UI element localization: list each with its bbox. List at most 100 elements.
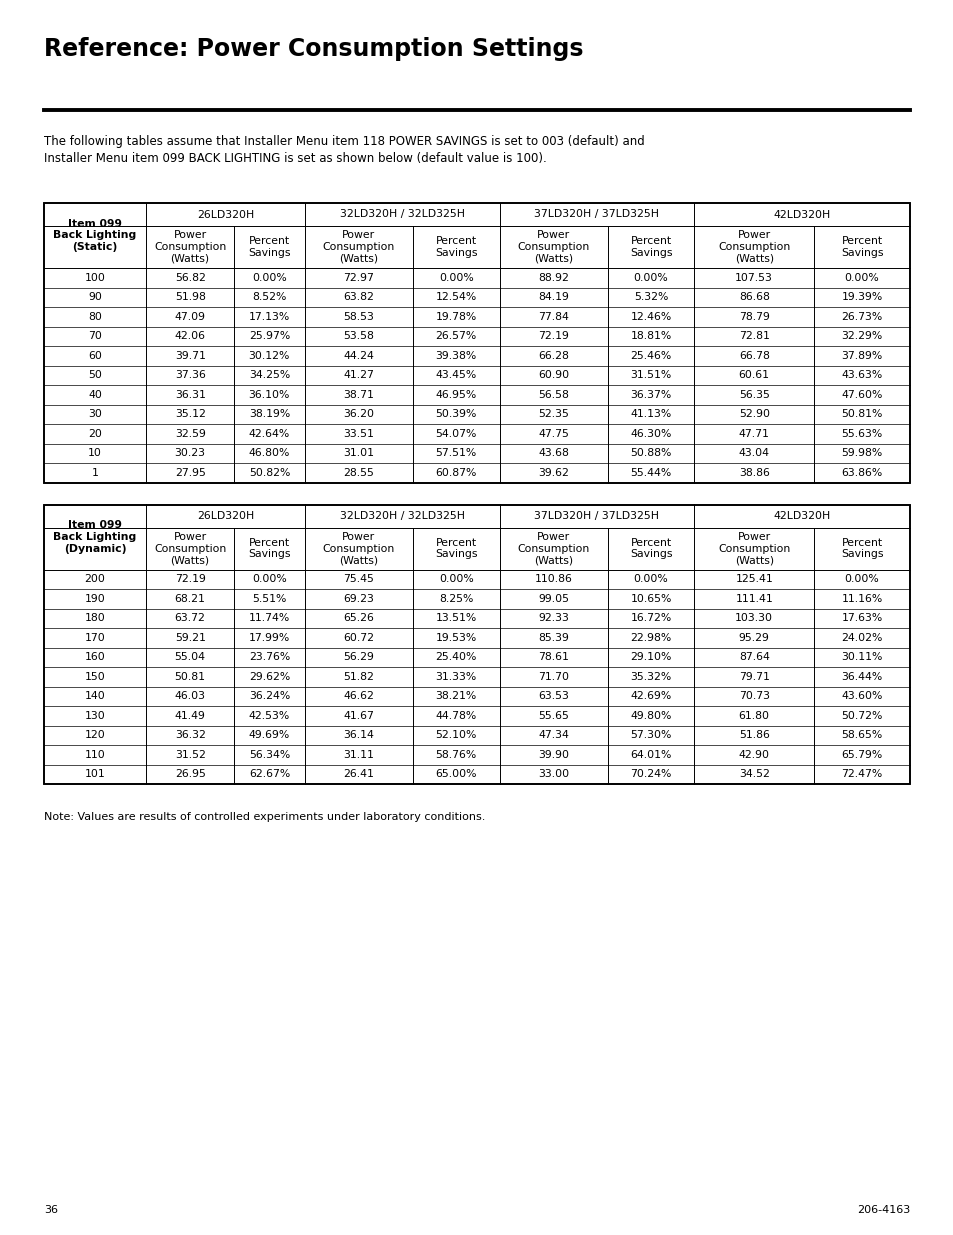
Text: 0.00%: 0.00% [438, 574, 473, 584]
Text: 84.19: 84.19 [537, 293, 568, 303]
Text: 8.52%: 8.52% [252, 293, 286, 303]
Text: 51.98: 51.98 [174, 293, 206, 303]
Text: 0.00%: 0.00% [843, 574, 879, 584]
Text: 57.30%: 57.30% [630, 730, 671, 740]
Text: 39.38%: 39.38% [436, 351, 476, 361]
Text: 70.73: 70.73 [738, 692, 769, 701]
Text: 42.53%: 42.53% [249, 711, 290, 721]
Text: Power
Consumption
(Watts): Power Consumption (Watts) [153, 532, 226, 566]
Text: 26LD320H: 26LD320H [196, 511, 253, 521]
Text: 30.12%: 30.12% [249, 351, 290, 361]
Text: 56.82: 56.82 [174, 273, 206, 283]
Text: 43.45%: 43.45% [436, 370, 476, 380]
Text: Item 099
Back Lighting
(Dynamic): Item 099 Back Lighting (Dynamic) [53, 520, 136, 553]
Text: 50.82%: 50.82% [249, 468, 290, 478]
Text: 32LD320H / 32LD325H: 32LD320H / 32LD325H [339, 511, 464, 521]
Text: 0.00%: 0.00% [633, 273, 668, 283]
Text: 20: 20 [88, 429, 102, 438]
Text: 88.92: 88.92 [537, 273, 568, 283]
Text: 125.41: 125.41 [735, 574, 772, 584]
Bar [44, 505, 909, 784]
Text: 18.81%: 18.81% [630, 331, 671, 341]
Text: 43.68: 43.68 [537, 448, 568, 458]
Text: 37.89%: 37.89% [841, 351, 882, 361]
Text: 43.04: 43.04 [738, 448, 769, 458]
Text: 44.24: 44.24 [343, 351, 374, 361]
Text: 36.10%: 36.10% [249, 390, 290, 400]
Text: Power
Consumption
(Watts): Power Consumption (Watts) [718, 532, 789, 566]
Text: 37LD320H / 37LD325H: 37LD320H / 37LD325H [534, 511, 659, 521]
Text: 63.86%: 63.86% [841, 468, 882, 478]
Text: Power
Consumption
(Watts): Power Consumption (Watts) [517, 231, 589, 263]
Text: 42.90: 42.90 [738, 750, 769, 760]
Text: 65.79%: 65.79% [841, 750, 882, 760]
Text: Power
Consumption
(Watts): Power Consumption (Watts) [322, 532, 395, 566]
Text: 41.67: 41.67 [343, 711, 374, 721]
Text: 17.13%: 17.13% [249, 311, 290, 322]
Text: 160: 160 [85, 652, 106, 662]
Text: 55.04: 55.04 [174, 652, 206, 662]
Text: 42LD320H: 42LD320H [773, 210, 830, 220]
Text: 47.71: 47.71 [738, 429, 769, 438]
Text: 13.51%: 13.51% [436, 614, 476, 624]
Text: 140: 140 [85, 692, 106, 701]
Text: 42.06: 42.06 [174, 331, 206, 341]
Text: 107.53: 107.53 [735, 273, 772, 283]
Text: 44.78%: 44.78% [436, 711, 476, 721]
Text: 111.41: 111.41 [735, 594, 772, 604]
Text: 78.61: 78.61 [537, 652, 568, 662]
Text: 30: 30 [88, 409, 102, 419]
Text: 103.30: 103.30 [735, 614, 772, 624]
Text: 35.12: 35.12 [174, 409, 206, 419]
Text: 12.54%: 12.54% [436, 293, 476, 303]
Text: 65.26: 65.26 [343, 614, 374, 624]
Text: 47.60%: 47.60% [841, 390, 882, 400]
Text: 60: 60 [88, 351, 102, 361]
Text: 34.52: 34.52 [738, 769, 769, 779]
Text: 33.00: 33.00 [537, 769, 569, 779]
Text: 120: 120 [85, 730, 106, 740]
Text: 36.32: 36.32 [174, 730, 206, 740]
Text: 50.81%: 50.81% [841, 409, 882, 419]
Text: 56.58: 56.58 [537, 390, 568, 400]
Text: 95.29: 95.29 [738, 632, 769, 642]
Text: 72.47%: 72.47% [841, 769, 882, 779]
Text: 46.62: 46.62 [343, 692, 374, 701]
Text: 26LD320H: 26LD320H [196, 210, 253, 220]
Text: 70.24%: 70.24% [630, 769, 671, 779]
Text: 50.88%: 50.88% [630, 448, 671, 458]
Text: 71.70: 71.70 [537, 672, 569, 682]
Text: 55.63%: 55.63% [841, 429, 882, 438]
Text: 80: 80 [88, 311, 102, 322]
Text: 10: 10 [88, 448, 102, 458]
Text: 51.86: 51.86 [738, 730, 769, 740]
Text: 90: 90 [88, 293, 102, 303]
Text: 70: 70 [88, 331, 102, 341]
Text: 37LD320H / 37LD325H: 37LD320H / 37LD325H [534, 210, 659, 220]
Text: 50.72%: 50.72% [841, 711, 882, 721]
Text: 36: 36 [44, 1205, 58, 1215]
Text: 5.51%: 5.51% [252, 594, 286, 604]
Text: 46.03: 46.03 [174, 692, 206, 701]
Text: 47.34: 47.34 [537, 730, 568, 740]
Text: 41.13%: 41.13% [630, 409, 671, 419]
Text: 56.35: 56.35 [738, 390, 769, 400]
Text: 100: 100 [85, 273, 106, 283]
Text: 26.41: 26.41 [343, 769, 374, 779]
Text: 72.19: 72.19 [537, 331, 568, 341]
Text: 17.99%: 17.99% [249, 632, 290, 642]
Bar [44, 505, 909, 784]
Text: Percent
Savings: Percent Savings [435, 537, 476, 559]
Text: 31.52: 31.52 [174, 750, 206, 760]
Text: 32LD320H / 32LD325H: 32LD320H / 32LD325H [339, 210, 464, 220]
Text: 60.90: 60.90 [537, 370, 569, 380]
Text: 39.90: 39.90 [537, 750, 569, 760]
Text: 170: 170 [85, 632, 106, 642]
Text: Percent
Savings: Percent Savings [629, 537, 672, 559]
Bar [44, 203, 909, 483]
Text: 50: 50 [88, 370, 102, 380]
Text: 38.86: 38.86 [738, 468, 769, 478]
Text: 19.53%: 19.53% [436, 632, 476, 642]
Text: 0.00%: 0.00% [843, 273, 879, 283]
Text: 75.45: 75.45 [343, 574, 374, 584]
